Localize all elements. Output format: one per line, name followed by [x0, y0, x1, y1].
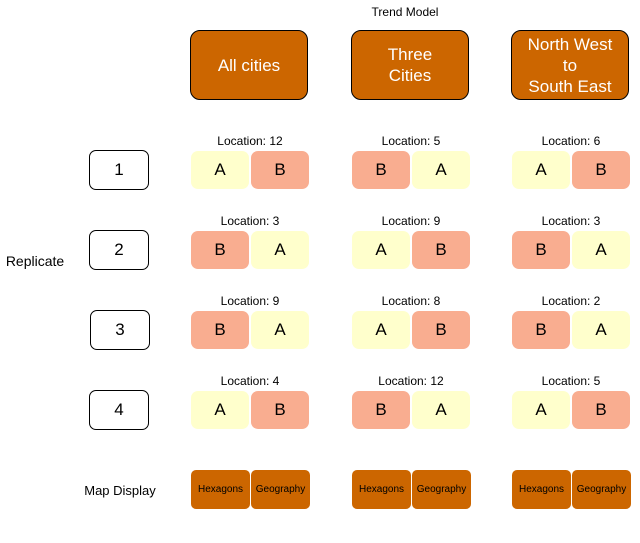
- location-label: Location: 12: [217, 134, 283, 148]
- map-hexagons-button-3[interactable]: Hexagons: [512, 470, 571, 509]
- location-label: Location: 5: [541, 374, 601, 388]
- treatment-cell-a[interactable]: A: [512, 391, 570, 429]
- treatment-cell-a[interactable]: A: [572, 231, 630, 269]
- location-label: Location: 5: [381, 134, 441, 148]
- model-header-all-cities[interactable]: All cities: [190, 30, 308, 100]
- location-label: Location: 3: [220, 214, 280, 228]
- treatment-cell-a[interactable]: A: [572, 311, 630, 349]
- location-label: Location: 12: [378, 374, 444, 388]
- treatment-cell-b[interactable]: B: [412, 311, 470, 349]
- treatment-cell-b[interactable]: B: [512, 311, 570, 349]
- diagram-title: Trend Model: [371, 5, 439, 19]
- treatment-cell-b[interactable]: B: [251, 391, 309, 429]
- location-label: Location: 8: [381, 294, 441, 308]
- treatment-cell-a[interactable]: A: [251, 231, 309, 269]
- location-label: Location: 6: [541, 134, 601, 148]
- treatment-cell-a[interactable]: A: [412, 391, 470, 429]
- treatment-cell-b[interactable]: B: [352, 391, 410, 429]
- replicate-label: Replicate: [5, 253, 65, 269]
- treatment-cell-b[interactable]: B: [572, 391, 630, 429]
- treatment-cell-a[interactable]: A: [412, 151, 470, 189]
- treatment-cell-a[interactable]: A: [512, 151, 570, 189]
- treatment-cell-b[interactable]: B: [251, 151, 309, 189]
- model-header-three-cities[interactable]: Three Cities: [351, 30, 469, 100]
- treatment-cell-b[interactable]: B: [512, 231, 570, 269]
- location-label: Location: 2: [541, 294, 601, 308]
- location-label: Location: 4: [220, 374, 280, 388]
- treatment-cell-a[interactable]: A: [352, 311, 410, 349]
- treatment-cell-a[interactable]: A: [191, 151, 249, 189]
- treatment-cell-b[interactable]: B: [191, 231, 249, 269]
- map-geography-button-1[interactable]: Geography: [251, 470, 310, 509]
- replicate-box-1[interactable]: 1: [89, 150, 149, 190]
- treatment-cell-a[interactable]: A: [251, 311, 309, 349]
- treatment-cell-b[interactable]: B: [572, 151, 630, 189]
- replicate-box-2[interactable]: 2: [89, 230, 149, 270]
- map-geography-button-2[interactable]: Geography: [412, 470, 471, 509]
- map-display-label: Map Display: [84, 483, 156, 498]
- location-label: Location: 9: [220, 294, 280, 308]
- replicate-box-4[interactable]: 4: [89, 390, 149, 430]
- map-geography-button-3[interactable]: Geography: [572, 470, 631, 509]
- treatment-cell-a[interactable]: A: [191, 391, 249, 429]
- location-label: Location: 9: [381, 214, 441, 228]
- location-label: Location: 3: [541, 214, 601, 228]
- treatment-cell-a[interactable]: A: [352, 231, 410, 269]
- map-hexagons-button-1[interactable]: Hexagons: [191, 470, 250, 509]
- replicate-box-3[interactable]: 3: [90, 310, 150, 350]
- treatment-cell-b[interactable]: B: [412, 231, 470, 269]
- model-header-nw-to-se[interactable]: North West to South East: [511, 30, 629, 100]
- map-hexagons-button-2[interactable]: Hexagons: [352, 470, 411, 509]
- treatment-cell-b[interactable]: B: [191, 311, 249, 349]
- treatment-cell-b[interactable]: B: [352, 151, 410, 189]
